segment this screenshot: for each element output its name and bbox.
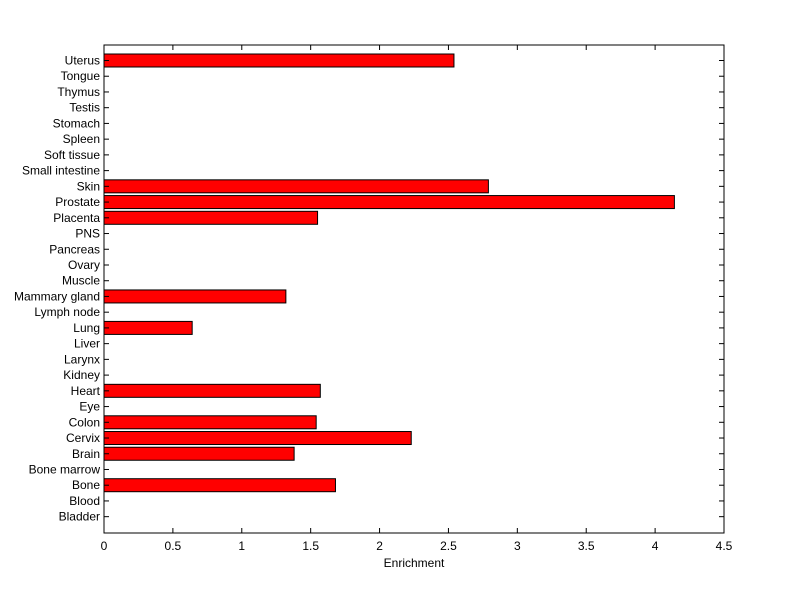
category-label: Soft tissue xyxy=(44,148,100,162)
category-label: Stomach xyxy=(53,116,100,130)
x-tick-label: 2 xyxy=(376,539,383,553)
category-label: Ovary xyxy=(68,258,100,272)
bar xyxy=(103,383,321,398)
x-tick-labels: 0 0.5 1 1.5 2 2.5 3 3.5 4 4.5 xyxy=(101,539,733,553)
category-label: Liver xyxy=(74,337,100,351)
category-label: Blood xyxy=(69,494,100,508)
category-label: Eye xyxy=(79,400,100,414)
category-label: Colon xyxy=(69,415,100,429)
category-label: Bladder xyxy=(59,510,100,524)
category-label: Skin xyxy=(77,179,100,193)
x-tick-label: 4 xyxy=(652,539,659,553)
plot-area-border xyxy=(103,44,725,534)
category-label: Spleen xyxy=(63,132,100,146)
category-label: Larynx xyxy=(64,352,100,366)
category-label: Small intestine xyxy=(22,164,100,178)
category-label: Tongue xyxy=(61,69,101,83)
category-label: PNS xyxy=(75,227,100,241)
category-label: Lung xyxy=(73,321,100,335)
category-label: Heart xyxy=(71,384,101,398)
category-label: Pancreas xyxy=(49,242,100,256)
bar xyxy=(103,289,287,304)
bar xyxy=(103,195,675,210)
bar xyxy=(103,320,193,335)
x-tick-label: 0 xyxy=(101,539,108,553)
x-tick-label: 4.5 xyxy=(716,539,733,553)
x-tick-label: 3 xyxy=(514,539,521,553)
x-tick-label: 0.5 xyxy=(165,539,182,553)
category-label: Mammary gland xyxy=(14,289,100,303)
bar xyxy=(103,431,412,446)
category-label: Thymus xyxy=(57,85,100,99)
x-tick-label: 2.5 xyxy=(440,539,457,553)
category-label: Cervix xyxy=(66,431,100,445)
bar xyxy=(103,415,317,430)
category-label: Testis xyxy=(69,101,100,115)
category-label: Brain xyxy=(72,447,100,461)
category-label: Lymph node xyxy=(34,305,100,319)
bar xyxy=(103,478,336,493)
category-label: Placenta xyxy=(53,211,100,225)
category-label: Bone marrow xyxy=(29,462,101,476)
bar xyxy=(103,446,295,461)
x-tick-label: 3.5 xyxy=(578,539,595,553)
category-label: Bone xyxy=(72,478,100,492)
x-tick-label: 1 xyxy=(238,539,245,553)
bar xyxy=(103,179,489,194)
bar xyxy=(103,210,319,225)
category-label: Muscle xyxy=(62,274,100,288)
category-label: Uterus xyxy=(65,54,100,68)
ticks-group xyxy=(103,45,725,533)
bar xyxy=(103,53,455,68)
x-tick-label: 1.5 xyxy=(302,539,319,553)
category-label: Prostate xyxy=(55,195,100,209)
x-axis-label: Enrichment xyxy=(384,556,445,570)
category-label: Kidney xyxy=(63,368,100,382)
